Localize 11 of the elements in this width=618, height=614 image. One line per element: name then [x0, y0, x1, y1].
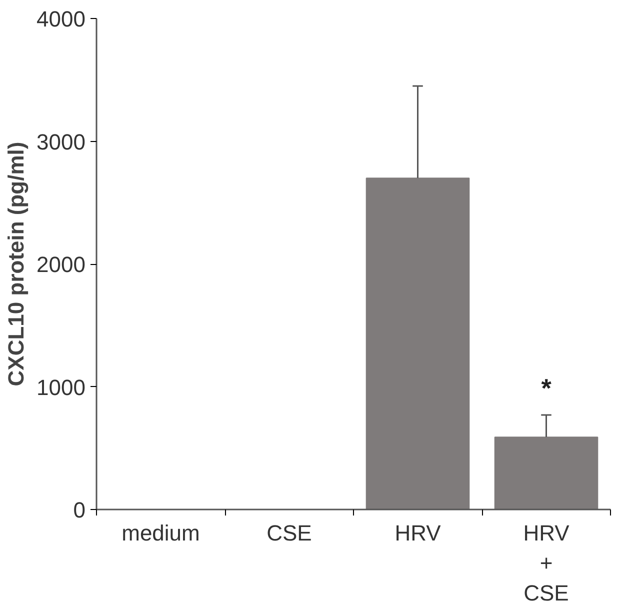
x-tick-label: medium	[122, 520, 200, 546]
y-tick-label: 4000	[36, 6, 86, 32]
x-tick-label: HRV + CSE	[523, 520, 570, 606]
y-tick-label: 0	[73, 498, 86, 522]
y-axis-title: CXCL10 protein (pg/ml)	[4, 142, 29, 386]
y-tick-label: 1000	[36, 374, 86, 400]
y-tick-label: 3000	[36, 129, 86, 154]
x-tick-label: HRV	[394, 520, 442, 546]
annotation: *	[541, 372, 552, 403]
x-tick-label: CSE	[266, 520, 312, 546]
y-tick-label: 2000	[36, 252, 86, 277]
